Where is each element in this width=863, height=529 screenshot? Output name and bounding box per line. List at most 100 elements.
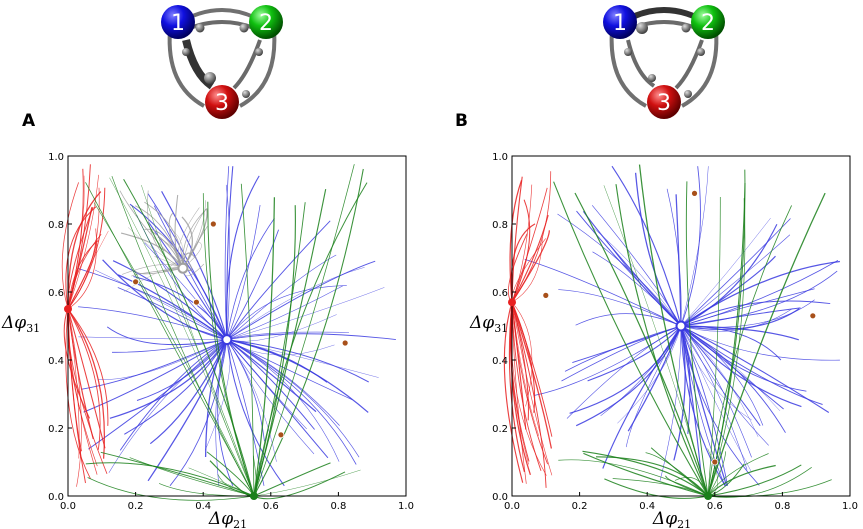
edge-knob: [697, 48, 705, 56]
streamline-blue: [226, 254, 337, 340]
streamline-blue: [226, 339, 369, 383]
edge-2-3-inner: [674, 39, 704, 90]
streamline-green: [253, 188, 327, 497]
streamline-blue: [575, 325, 682, 427]
streamline-blue: [226, 339, 277, 462]
streamline-red: [67, 308, 82, 487]
streamline-blue: [97, 339, 228, 380]
edge-knob: [636, 22, 648, 34]
streamline-green: [253, 168, 364, 497]
streamline-blue: [78, 306, 228, 340]
network-diagram-a: 1 2 3: [161, 5, 283, 119]
streamline-blue: [226, 285, 344, 340]
streamline-blue: [564, 325, 682, 372]
edge-knob: [239, 23, 249, 33]
streamline-green: [707, 453, 769, 497]
edge-knob: [182, 48, 190, 56]
streamline-gray: [135, 205, 184, 269]
streamline-green: [109, 177, 255, 497]
streamline-green: [558, 459, 709, 497]
streamline-gray: [182, 200, 206, 269]
y-ticks-a: 0.0 0.2 0.4 0.6 0.8 1.0: [48, 152, 72, 503]
streamline-blue: [680, 325, 748, 470]
streamline-blue: [533, 325, 682, 396]
panel-letter-b: B: [455, 111, 468, 131]
streamline-green: [583, 452, 709, 497]
streamline-blue: [226, 339, 285, 487]
streamline-green: [685, 181, 709, 497]
streamline-blue: [576, 210, 682, 327]
stable-point-gray: [177, 262, 189, 274]
streamline-gray: [168, 212, 184, 269]
streamline-blue: [226, 339, 315, 430]
saddle-point: [132, 278, 140, 286]
streamline-blue: [147, 193, 228, 340]
y-tick-label: 0.4: [492, 356, 508, 367]
streamline-green: [253, 469, 361, 497]
fixed-points-b: [508, 189, 817, 500]
streamline-red: [510, 223, 536, 303]
streamline-red: [67, 230, 109, 310]
streamline-blue: [680, 325, 726, 486]
streamline-red: [67, 175, 85, 310]
edge-2-3-outer: [681, 29, 719, 108]
streamline-blue: [226, 205, 261, 340]
streamline-blue: [659, 325, 682, 481]
streamline-blue: [673, 325, 686, 461]
x-tick-label: 1.0: [842, 501, 858, 512]
x-tick-label: 1.0: [398, 501, 414, 512]
edge-knob: [684, 90, 692, 98]
streamline-green: [253, 462, 331, 497]
node-2-sphere: [691, 5, 725, 39]
streamline-blue: [566, 325, 682, 419]
y-tick-label: 0.2: [48, 424, 64, 435]
streamline-blue: [680, 260, 840, 327]
y-tick-label: 0.4: [48, 356, 64, 367]
streamline-green: [253, 197, 276, 497]
streamline-green: [707, 464, 776, 497]
streamline-blue: [680, 270, 838, 327]
streamline-blue: [111, 339, 227, 353]
streamline-green: [85, 182, 255, 497]
saddle-point: [809, 312, 817, 320]
streamline-red: [65, 206, 97, 310]
streamline-green: [253, 205, 296, 497]
y-tick-label: 1.0: [48, 152, 64, 163]
y-axis-label-b: Δφ31: [469, 313, 508, 335]
edge-2-3-inner: [232, 39, 262, 90]
streamline-blue: [78, 336, 227, 340]
streamline-blue: [680, 255, 776, 327]
streamline-blue: [666, 188, 682, 327]
streamline-gray: [182, 208, 207, 269]
streamline-blue: [117, 287, 228, 340]
streamline-green: [574, 192, 709, 497]
streamline-green: [707, 466, 812, 498]
streamline-blue: [226, 339, 340, 462]
streamline-blue: [611, 165, 682, 327]
streamline-blue: [680, 325, 728, 486]
saddle-point: [193, 298, 200, 306]
streamline-blue: [147, 339, 228, 482]
streamline-green: [129, 457, 254, 497]
streamline-red: [503, 302, 524, 483]
edge-2-3-outer: [239, 29, 277, 108]
streamline-blue: [587, 325, 682, 382]
node-2-sphere: [249, 5, 283, 39]
streamline-red: [511, 302, 533, 407]
streamline-green: [665, 475, 709, 497]
y-tick-label: 0.8: [492, 220, 508, 231]
streamline-green: [207, 201, 255, 497]
streamline-blue: [169, 339, 228, 487]
x-tick-label: 0.2: [128, 501, 144, 512]
streamline-red: [67, 308, 109, 426]
streamline-blue: [102, 259, 228, 341]
streamline-red: [511, 302, 553, 476]
streamline-blue: [226, 260, 376, 341]
streamline-blue: [680, 325, 840, 361]
streamline-green: [615, 184, 709, 497]
streamline-blue: [81, 339, 228, 390]
streamline-blue: [680, 300, 831, 327]
streamline-red: [67, 308, 105, 459]
streamline-blue: [634, 172, 682, 327]
